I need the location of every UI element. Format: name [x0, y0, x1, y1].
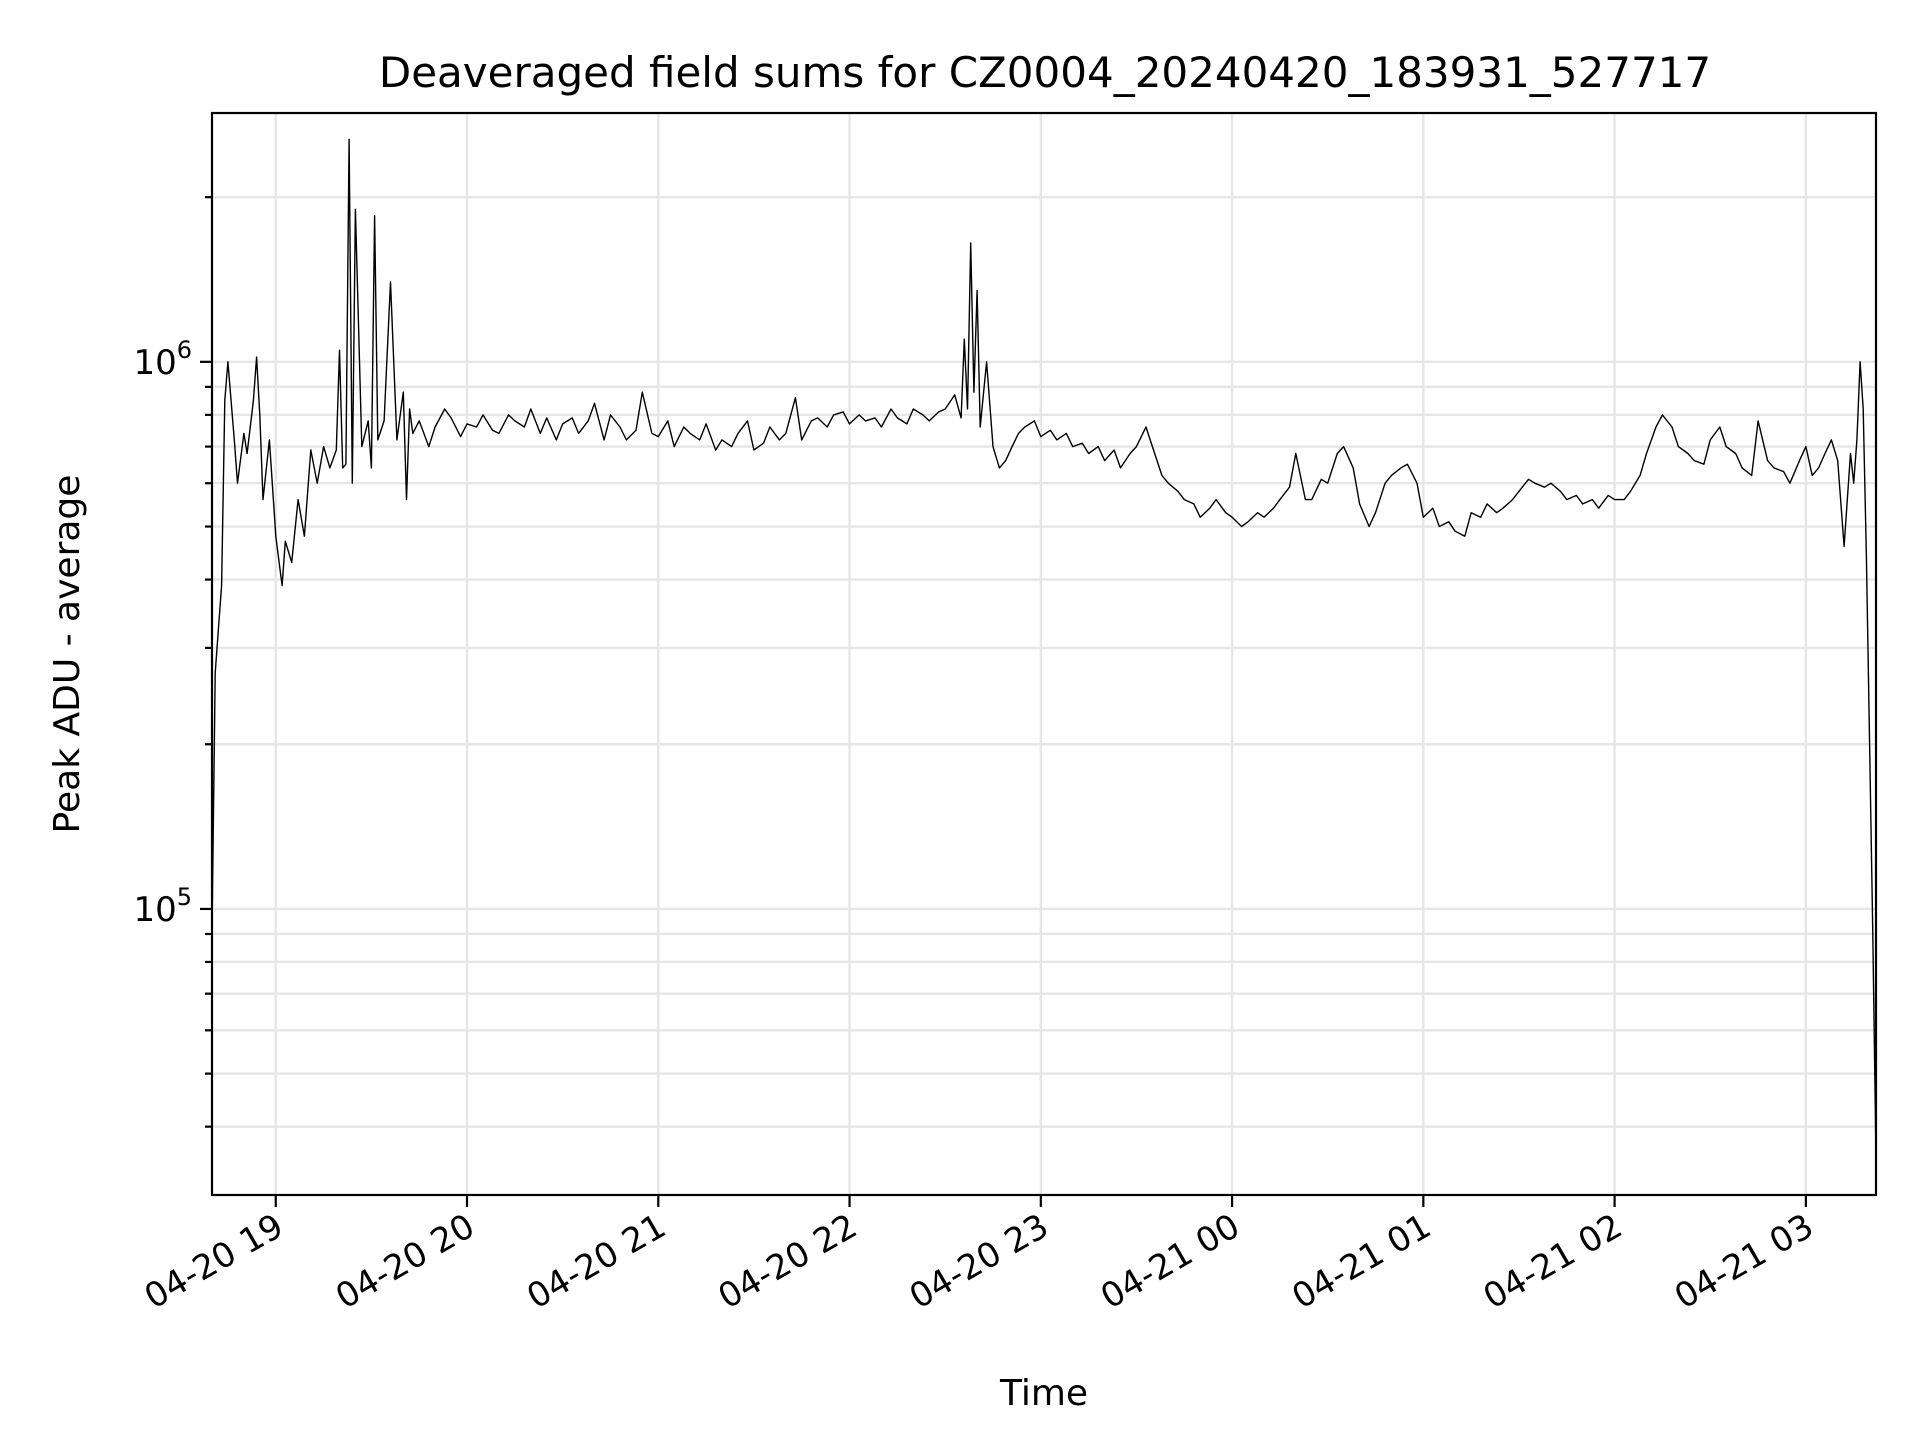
x-tick-label: 04-20 23	[903, 1206, 1055, 1317]
x-tick-label: 04-20 19	[138, 1206, 290, 1317]
plot-frame	[210, 111, 1878, 1197]
y-tick-label: 106	[133, 336, 192, 383]
x-axis-label: Time	[999, 1373, 1088, 1414]
x-axis: 04-20 19 04-20 20 04-20 21 04-20 22 04-20 23…	[138, 1195, 1820, 1317]
x-tick-label: 04-20 21	[520, 1206, 672, 1317]
series-line	[211, 138, 1877, 1159]
x-tick-label: 04-21 00	[1094, 1206, 1246, 1317]
y-axis-label: Peak ADU - average	[47, 475, 88, 834]
x-tick-label: 04-20 20	[329, 1206, 481, 1317]
y-tick-label: 105	[133, 883, 192, 930]
x-tick-label: 04-20 22	[712, 1206, 864, 1317]
x-tick-label: 04-21 03	[1668, 1206, 1820, 1317]
x-tick-label: 04-21 01	[1285, 1206, 1437, 1317]
y-axis: 105 106	[133, 196, 212, 1128]
x-tick-label: 04-21 02	[1477, 1206, 1629, 1317]
grid	[212, 113, 1876, 1195]
chart-title: Deaveraged field sums for CZ0004_2024042…	[379, 48, 1711, 97]
